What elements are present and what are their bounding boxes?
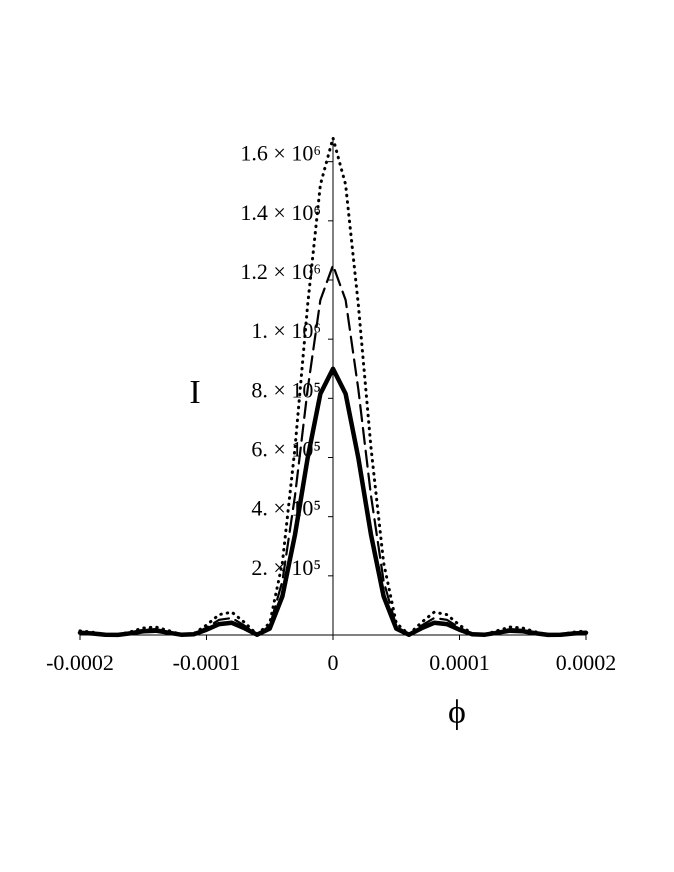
y-tick-label: 1.2 × 10⁶ bbox=[240, 259, 321, 284]
y-tick-label: 1.4 × 10⁶ bbox=[240, 200, 321, 225]
x-tick-label: -0.0001 bbox=[173, 650, 241, 675]
x-tick-label: 0.0002 bbox=[556, 650, 617, 675]
series-line bbox=[78, 264, 588, 636]
series-line bbox=[78, 136, 588, 637]
x-tick-label: 0 bbox=[328, 650, 339, 675]
x-tick-label: 0.0001 bbox=[429, 650, 490, 675]
x-tick-label: -0.0002 bbox=[46, 650, 114, 675]
y-axis-label: I bbox=[189, 374, 200, 411]
y-tick-label: 1. × 10⁶ bbox=[251, 318, 321, 343]
y-tick-label: 1.6 × 10⁶ bbox=[240, 141, 321, 166]
series-line bbox=[77, 366, 589, 638]
x-axis-label: ϕ bbox=[448, 694, 466, 731]
y-tick-label: 8. × 10⁵ bbox=[251, 377, 321, 402]
